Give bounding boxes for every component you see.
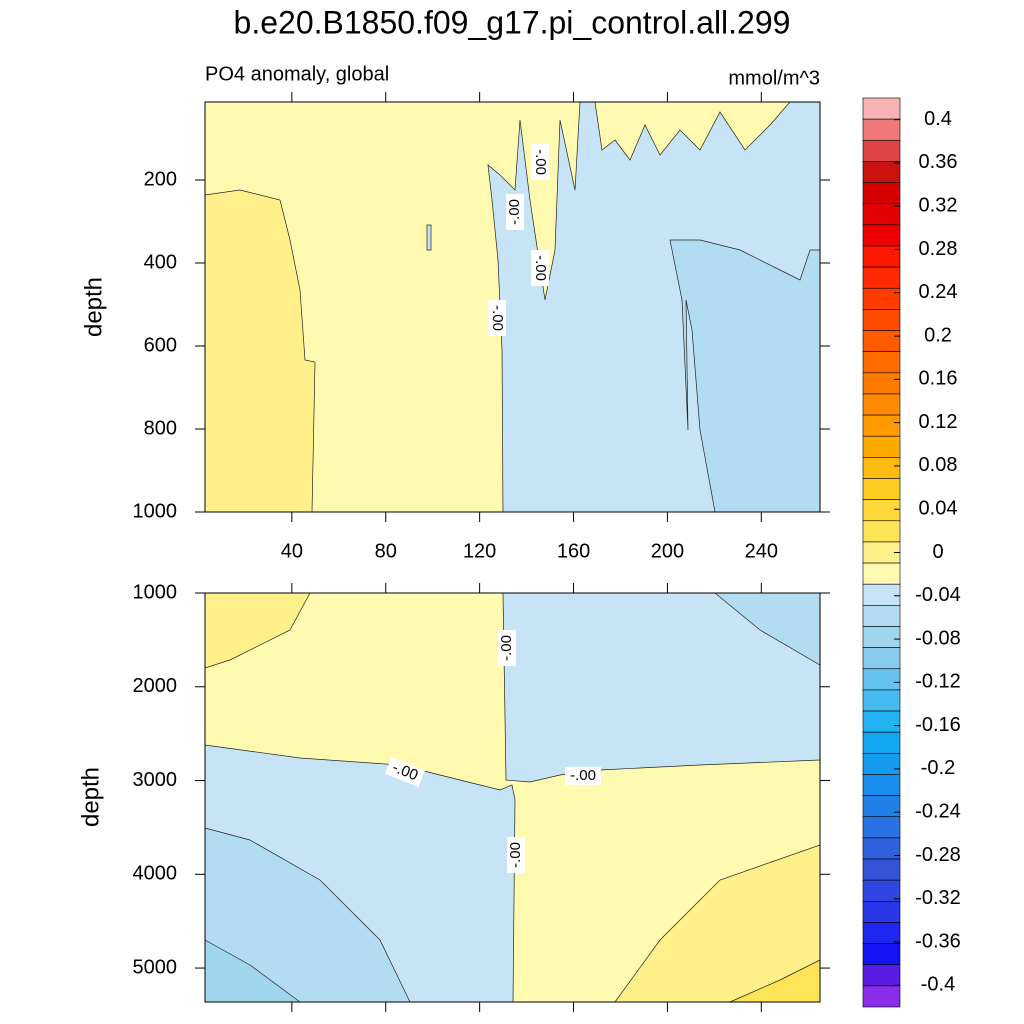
- subtitle-right: mmol/m^3: [728, 67, 820, 89]
- colorbar-box: [862, 901, 901, 923]
- colorbar-tick-label: 0.08: [919, 454, 958, 476]
- contour-label: -.00: [489, 305, 506, 331]
- contour-label: -.00: [507, 842, 524, 868]
- colorbar-box: [862, 562, 901, 585]
- y-tick-label: 600: [144, 334, 177, 356]
- colorbar-box: [862, 182, 901, 204]
- colorbar-box: [862, 985, 901, 1008]
- colorbar-tick-label: 0.2: [924, 324, 952, 346]
- title: b.e20.B1850.f09_g17.pi_control.all.299: [234, 4, 791, 40]
- contour-label: -.00: [570, 767, 596, 784]
- colorbar-box: [862, 499, 901, 522]
- colorbar-tick-label: 0.4: [924, 108, 952, 130]
- x-tick-label: 120: [463, 540, 496, 562]
- colorbar-tick-label: -0.4: [921, 974, 955, 996]
- colorbar-box: [862, 224, 901, 247]
- colorbar-box: [862, 943, 901, 966]
- colorbar-tick-label: -0.08: [915, 627, 961, 649]
- colorbar-tick-label: -0.16: [915, 714, 961, 736]
- colorbar-tick-label: 0: [932, 541, 943, 563]
- colorbar-box: [862, 922, 901, 944]
- colorbar-tick-label: 0.04: [919, 497, 958, 519]
- panel-frame: [204, 101, 821, 513]
- colorbar-box: [862, 879, 901, 902]
- y-label: depth: [80, 277, 107, 337]
- colorbar-box: [862, 372, 901, 395]
- y-tick-label: 800: [144, 417, 177, 439]
- colorbar-box: [862, 478, 901, 500]
- contour-label: -.00: [498, 635, 515, 661]
- colorbar-box: [862, 414, 901, 437]
- colorbar-box: [862, 731, 901, 754]
- colorbar-box: [862, 647, 901, 670]
- colorbar-box: [862, 435, 901, 458]
- colorbar-tick-label: -0.12: [915, 671, 961, 693]
- contour-region: [594, 101, 791, 161]
- subtitle-left: PO4 anomaly, global: [205, 63, 389, 85]
- x-tick-label: 240: [745, 540, 778, 562]
- colorbar-box: [862, 520, 901, 543]
- colorbar-box: [862, 626, 901, 648]
- colorbar-box: [862, 330, 901, 352]
- colorbar-tick-label: -0.2: [921, 757, 955, 779]
- y-tick-label: 5000: [133, 956, 178, 978]
- contour-label: -.00: [506, 199, 523, 225]
- contour-region: [669, 239, 821, 513]
- y-label: depth: [77, 767, 104, 827]
- contour-label: -.00: [532, 149, 549, 175]
- colorbar-box: [862, 287, 901, 310]
- colorbar-box: [862, 266, 901, 289]
- colorbar-box: [862, 457, 901, 479]
- colorbar-box: [862, 351, 901, 374]
- colorbar-box: [862, 816, 901, 839]
- y-tick-label: 200: [144, 168, 177, 190]
- colorbar-tick-label: 0.24: [919, 281, 958, 303]
- colorbar-box: [862, 710, 901, 733]
- colorbar-tick-label: 0.32: [919, 194, 958, 216]
- colorbar-tick-label: 0.36: [919, 151, 958, 173]
- colorbar-box: [862, 774, 901, 796]
- contour-label: -.00: [532, 255, 549, 281]
- colorbar-tick-label: 0.16: [919, 368, 958, 390]
- colorbar-box: [862, 161, 901, 183]
- colorbar-box: [862, 964, 901, 987]
- x-tick-label: 80: [375, 540, 397, 562]
- colorbar-tick-label: -0.32: [915, 887, 961, 909]
- colorbar-tick-label: -0.04: [915, 584, 961, 606]
- colorbar-box: [862, 795, 901, 818]
- colorbar-box: [862, 203, 901, 226]
- colorbar-tick-label: 0.12: [919, 411, 958, 433]
- x-tick-label: 160: [557, 540, 590, 562]
- x-tick-label: 40: [281, 540, 303, 562]
- contour-fills: [204, 592, 821, 1003]
- y-tick-label: 1000: [133, 581, 178, 603]
- panel-frame: [204, 592, 821, 1003]
- y-tick-label: 400: [144, 251, 177, 273]
- colorbar-box: [862, 97, 901, 120]
- y-tick-label: 2000: [133, 675, 178, 697]
- colorbar-tick-label: -0.28: [915, 844, 961, 866]
- y-tick-label: 1000: [133, 500, 178, 522]
- colorbar-box: [862, 309, 901, 331]
- colorbar-box: [862, 858, 901, 881]
- colorbar-tick-label: 0.28: [919, 238, 958, 260]
- colorbar-box: [862, 753, 901, 775]
- colorbar-box: [862, 605, 901, 627]
- colorbar-box: [862, 689, 901, 712]
- x-tick-label: 200: [651, 540, 684, 562]
- colorbar-box: [862, 118, 901, 141]
- colorbar-box: [862, 668, 901, 691]
- colorbar-box: [862, 139, 901, 162]
- y-tick-label: 4000: [133, 863, 178, 885]
- colorbar-tick-label: -0.36: [915, 930, 961, 952]
- y-tick-label: 3000: [133, 769, 178, 791]
- colorbar-box: [862, 393, 901, 416]
- colorbar-tick-label: -0.24: [915, 800, 961, 822]
- contour-fills: [204, 101, 821, 513]
- contour-labels: -.00 -.00 -.00 -.00 -.00 -.00 -.00 -.00: [384, 144, 601, 873]
- colorbar-box: [862, 583, 901, 606]
- contour-region: [426, 224, 432, 251]
